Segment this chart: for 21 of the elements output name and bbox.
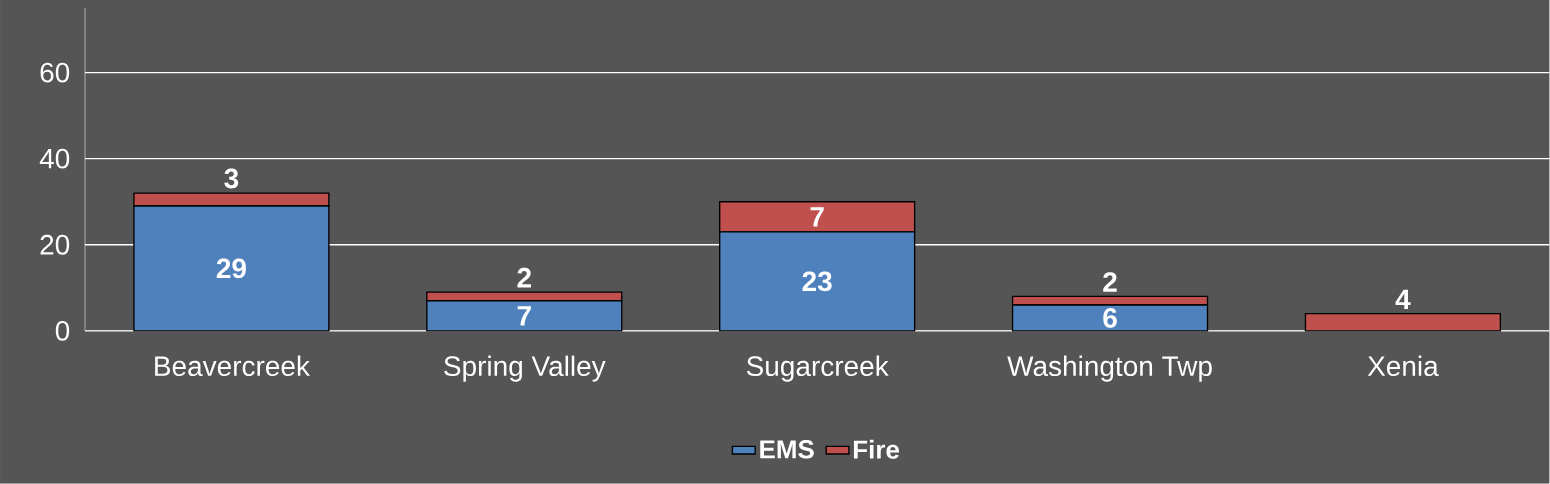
data-label: 4 (1395, 289, 1411, 310)
x-tick-label: Beavercreek (155, 355, 310, 377)
data-label: 23 (802, 271, 832, 292)
y-tick-label: 60 (40, 62, 70, 83)
y-tick-label: 0 (55, 321, 70, 341)
data-label: 2 (1103, 272, 1117, 292)
bar (1304, 313, 1502, 332)
legend-label: Fire (853, 439, 900, 459)
data-label: 6 (1103, 308, 1117, 328)
x-tick-label: Xenia (1367, 355, 1439, 377)
y-tick-label: 40 (39, 148, 70, 169)
data-label: 7 (810, 207, 824, 227)
y-tick-label: 20 (40, 234, 70, 255)
data-label: 29 (216, 258, 246, 279)
x-tick-label: Spring Valley (444, 355, 606, 382)
data-label: 7 (517, 306, 531, 326)
data-label: 3 (224, 168, 239, 189)
x-tick-label: Washington Twp (1007, 355, 1212, 382)
x-tick-label: Sugarcreek (746, 355, 889, 382)
legend-label: EMS (760, 440, 814, 459)
data-label: 2 (517, 267, 531, 288)
